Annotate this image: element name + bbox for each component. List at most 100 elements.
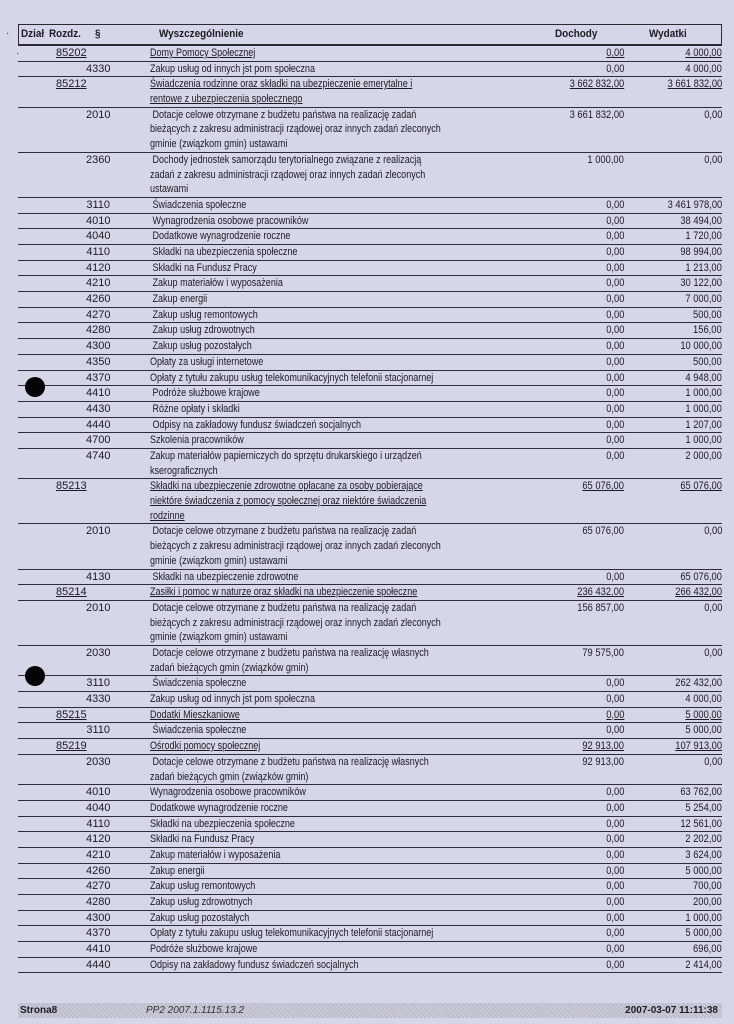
wydatki-value-text: 2 000,00: [685, 449, 722, 462]
rozdzial-code: [56, 371, 86, 386]
description-text: Różne opłaty i składki: [150, 402, 240, 415]
table-row: 4280 Zakup usług zdrowotnych 0,00 200,00: [18, 895, 722, 911]
dochody-value: 0,00: [504, 817, 624, 832]
wydatki-value-text: 2 202,00: [685, 833, 722, 846]
wydatki-value-text: 3 461 978,00: [667, 198, 722, 211]
dochody-value: 79 575,00: [504, 646, 624, 661]
table-row: 2010 Dotacje celowe otrzymane z budżetu …: [18, 601, 722, 646]
wydatki-value: 2 202,00: [622, 832, 722, 847]
dochody-value-text: 92 913,00: [582, 755, 624, 768]
dochody-value-text: 0,00: [605, 340, 624, 353]
wydatki-value: 0,00: [622, 108, 722, 123]
description: Zakup usług remontowych: [150, 308, 510, 323]
rozdzial-code: [56, 817, 86, 832]
description-line: Świadczenia społeczne: [150, 676, 445, 691]
rozdzial-code: [56, 646, 86, 661]
table-row: 3110 Świadczenia społeczne 0,00 5 000,00: [18, 723, 722, 740]
wydatki-value: 0,00: [622, 755, 722, 770]
table-row: 4350 Opłaty za usługi internetowe 0,00 500,…: [18, 355, 722, 371]
paragraph-code-text: 3110: [86, 724, 110, 737]
description-line: Zakup usług remontowych: [150, 879, 445, 894]
paragraph-code: 4120: [86, 261, 110, 276]
header-description: Wyszczególnienie: [159, 28, 244, 40]
paragraph-code-text: 2010: [86, 108, 111, 121]
rozdzial-code: [56, 433, 86, 448]
table-row: 4270 Zakup usług remontowych 0,00 700,00: [18, 879, 722, 896]
wydatki-value: 3 624,00: [622, 848, 722, 863]
rozdzial-code: [56, 323, 86, 338]
description: Zakup usług pozostałych: [150, 911, 510, 926]
wydatki-value: 262 432,00: [622, 676, 722, 691]
description-line: zadań bieżących gmin (związków gmin): [150, 770, 445, 785]
dochody-value-text: 0,00: [605, 677, 624, 690]
description-line: Dodatki Mieszkaniowe: [150, 708, 445, 723]
paragraph-code: 2030: [86, 646, 110, 661]
description-line: Składki na ubezpieczenie zdrowotne opłac…: [150, 479, 445, 494]
description-text: Podróże służbowe krajowe: [150, 387, 260, 400]
description-line: Ośrodki pomocy społecznej: [150, 739, 445, 754]
description-line: Opłaty z tytułu zakupu usług telekomunik…: [150, 926, 445, 941]
description-text: Zakup energii: [150, 864, 205, 877]
rozdzial-code: [56, 108, 86, 123]
dochody-value: 0,00: [504, 308, 624, 323]
table-row: 4010 Wynagrodzenia osobowe pracowników 0,…: [18, 214, 722, 230]
paragraph-code: 2010: [86, 524, 110, 539]
dochody-value-text: 0,00: [605, 958, 624, 971]
description-line: bieżących z zakresu administracji rządow…: [150, 539, 445, 554]
wydatki-value: 0,00: [622, 646, 722, 661]
description-text: Dotacje celowe otrzymane z budżetu państ…: [150, 755, 429, 768]
description: Dochody jednostek samorządu terytorialne…: [150, 153, 510, 197]
dochody-value: 0,00: [504, 926, 624, 941]
description-text: Zakup energii: [150, 293, 208, 306]
rozdzial-code: 85202: [56, 46, 87, 61]
table-row: 4130 Składki na ubezpieczenie zdrowotne 0…: [18, 570, 722, 586]
paragraph-code: 4370: [86, 926, 110, 941]
paragraph-code: [86, 708, 110, 723]
wydatki-value-text: 0,00: [703, 755, 722, 768]
rozdzial-code-text: 85202: [56, 47, 87, 59]
description-line: rentowe z ubezpieczenia społecznego: [150, 92, 445, 107]
dochody-value: 236 432,00: [504, 585, 624, 600]
scan-speck: ·: [16, 48, 20, 59]
description-line: kserograficznych: [150, 464, 445, 479]
description-text: rodzinne: [150, 509, 185, 522]
description-text: Podróże służbowe krajowe: [150, 943, 258, 956]
description-text: Zakup usług remontowych: [150, 880, 256, 893]
rozdzial-code: [56, 292, 86, 307]
wydatki-value: 63 762,00: [622, 785, 722, 800]
table-row-section: 85215 Dodatki Mieszkaniowe 0,00 5 000,00: [18, 708, 722, 724]
description-text: Zakup usług pozostałych: [150, 911, 250, 924]
description-text: Składki na ubezpieczenia społeczne: [150, 246, 298, 259]
description: Dodatkowe wynagrodzenie roczne: [150, 801, 510, 816]
wydatki-value: 5 000,00: [622, 708, 722, 723]
rozdzial-code: 85215: [56, 708, 87, 723]
dochody-value: 0,00: [504, 261, 624, 276]
dochody-value: 0,00: [504, 229, 624, 244]
paragraph-code: 4700: [86, 433, 110, 448]
description-line: Zakup usług zdrowotnych: [150, 895, 445, 910]
paragraph-code-text: 4270: [86, 308, 111, 321]
wydatki-value: 5 000,00: [622, 723, 722, 738]
description-text: Zakup materiałów i wyposażenia: [150, 848, 281, 861]
table-row: 4040 Dodatkowe wynagrodzenie roczne 0,00 1…: [18, 229, 722, 246]
dochody-value: 65 076,00: [504, 479, 624, 494]
description-text: Dodatkowe wynagrodzenie roczne: [150, 801, 288, 814]
table-row: 4300 Zakup usług pozostałych 0,00 1 000,00: [18, 911, 722, 927]
paragraph-code-text: 2010: [86, 601, 111, 614]
dochody-value-text: 0,00: [605, 418, 624, 431]
dochody-value-text: 0,00: [605, 943, 624, 956]
table-row: 4210 Zakup materiałów i wyposażenia 0,00 3 …: [18, 848, 722, 864]
description-text: gminie (związkom gmin) ustawami: [150, 138, 288, 151]
description-text: Świadczenia społeczne: [150, 677, 247, 690]
description: Składki na ubezpieczenia społeczne: [150, 245, 510, 260]
description-line: Zakup materiałów i wyposażenia: [150, 276, 445, 291]
rozdzial-code: [56, 692, 86, 707]
wydatki-value: 156,00: [622, 323, 722, 338]
paragraph-code-text: 4740: [86, 449, 111, 462]
paragraph-code: 3110: [86, 676, 110, 691]
description-text: Dotacje celowe otrzymane z budżetu państ…: [150, 108, 417, 121]
dochody-value-text: 0,00: [605, 724, 624, 737]
wydatki-value-text: 4 948,00: [685, 371, 722, 384]
description-line: Zakup materiałów i wyposażenia: [150, 848, 445, 863]
dochody-value-text: 0,00: [605, 293, 624, 306]
